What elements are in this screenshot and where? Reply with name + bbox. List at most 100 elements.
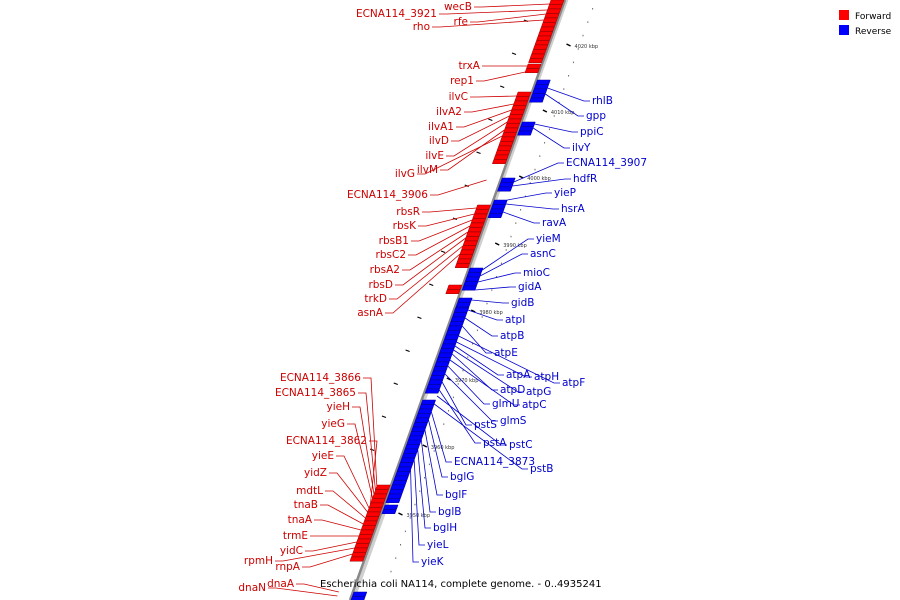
leader-line — [430, 411, 452, 463]
gene-label-forward: mdtL — [296, 485, 323, 497]
gene-label-forward: dnaN — [238, 582, 266, 594]
tick-mark — [518, 175, 524, 179]
reverse-gene-block — [498, 182, 514, 187]
leader-line — [411, 219, 473, 242]
gene-label-reverse: atpH — [534, 371, 559, 383]
gene-label-reverse: gidB — [511, 297, 534, 309]
minor-tick — [548, 128, 550, 131]
gene-label-reverse: glmS — [500, 415, 527, 427]
gene-label-reverse: hdfR — [573, 173, 597, 185]
legend: Forward Reverse — [839, 10, 892, 37]
reverse-gene-block — [517, 130, 533, 136]
leader-line — [467, 309, 503, 321]
backbone-line — [348, 0, 567, 600]
leader-line — [479, 253, 528, 277]
forward-gene-block — [445, 289, 461, 294]
reverse-gene-block — [385, 498, 401, 503]
leader-line — [436, 395, 507, 446]
reverse-gene-block — [419, 404, 435, 409]
gene-label-reverse: bglH — [433, 522, 457, 534]
forward-gene-block — [461, 245, 477, 250]
leader-line — [475, 286, 516, 291]
gene-label-reverse: atpG — [526, 386, 551, 398]
forward-gene-block — [501, 132, 517, 137]
forward-gene-block — [491, 159, 508, 164]
reverse-gene-block — [450, 316, 466, 322]
reverse-gene-block — [396, 466, 413, 472]
minor-tick — [369, 448, 375, 452]
reverse-gene-block — [393, 475, 409, 481]
leader-line — [505, 203, 559, 210]
leader-line — [417, 449, 431, 529]
tick-label: 3960 kbp — [431, 445, 455, 451]
gene-label-forward: rho — [413, 21, 430, 33]
forward-gene-block — [457, 254, 474, 259]
forward-gene-block — [475, 204, 491, 210]
leader-line — [454, 345, 504, 376]
forward-gene-block — [360, 525, 377, 530]
tick-mark — [494, 242, 500, 246]
forward-gene-block — [470, 218, 487, 223]
gene-label-reverse: atpA — [506, 369, 531, 381]
reverse-gene-block — [535, 79, 551, 85]
leader-line — [439, 9, 548, 15]
leader-line — [441, 381, 472, 426]
minor-tick — [393, 382, 398, 386]
leader-line — [302, 553, 353, 568]
forward-gene-block — [469, 222, 485, 228]
minor-tick — [429, 283, 434, 287]
forward-gene-block — [524, 68, 540, 73]
tick-mark — [422, 444, 428, 448]
leader-line — [477, 272, 521, 283]
gene-label-reverse: ppiC — [580, 126, 604, 138]
minor-tick — [500, 262, 502, 265]
gene-label-forward: ilvM — [417, 164, 438, 176]
forward-gene-block — [539, 26, 555, 32]
gene-label-reverse: gidA — [518, 281, 542, 293]
minor-tick — [491, 289, 493, 291]
forward-gene-block — [534, 40, 550, 45]
forward-gene-block — [467, 227, 483, 232]
leader-line — [268, 587, 338, 597]
minor-tick — [472, 343, 474, 345]
forward-gene-block — [545, 8, 562, 14]
gene-label-reverse: gpp — [586, 110, 606, 122]
minor-tick — [404, 530, 406, 533]
gene-label-forward: rep1 — [450, 75, 474, 87]
gene-label-reverse: pstB — [530, 463, 553, 475]
tick-mark — [470, 309, 476, 313]
reverse-gene-block — [409, 431, 425, 436]
leader-line — [385, 253, 461, 314]
forward-gene-block — [464, 236, 480, 241]
minor-tick — [417, 316, 422, 320]
reverse-gene-block — [387, 493, 403, 499]
leader-line — [476, 71, 526, 82]
gene-label-reverse: bglF — [445, 489, 467, 501]
tick-label: 3950 kbp — [406, 513, 430, 519]
leader-line — [420, 439, 436, 513]
forward-gene-block — [508, 114, 524, 119]
reverse-gene-block — [429, 375, 445, 380]
tick-mark — [542, 109, 548, 113]
reverse-gene-block — [487, 213, 503, 218]
gene-label-reverse: ilvY — [572, 142, 591, 154]
leader-line — [413, 459, 425, 546]
minor-tick — [405, 349, 410, 353]
forward-gene-block — [357, 534, 373, 539]
leader-line — [389, 245, 464, 300]
reverse-gene-block — [427, 379, 444, 385]
forward-gene-block — [506, 118, 522, 124]
reverse-gene-block — [391, 480, 408, 485]
gene-label-forward: rnpA — [275, 561, 300, 573]
forward-gene-block — [459, 249, 475, 255]
minor-tick — [419, 490, 421, 492]
reverse-gene-block — [461, 285, 477, 291]
reverse-gene-block — [453, 307, 469, 313]
leader-line — [471, 299, 509, 304]
reverse-gene-block — [383, 504, 399, 510]
minor-tick — [488, 118, 493, 122]
leader-line — [482, 238, 534, 271]
reverse-gene-block — [414, 417, 430, 423]
gene-label-forward: ECNA114_3906 — [347, 189, 428, 201]
